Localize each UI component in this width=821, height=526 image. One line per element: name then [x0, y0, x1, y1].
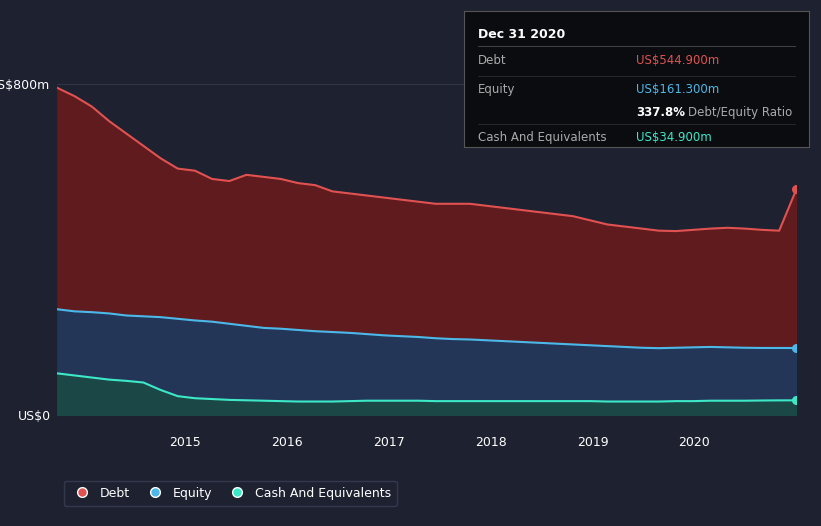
Text: 337.8%: 337.8% — [636, 106, 686, 119]
Text: Cash And Equivalents: Cash And Equivalents — [478, 131, 606, 144]
Text: Equity: Equity — [478, 83, 515, 96]
Point — [790, 344, 803, 352]
Text: Debt: Debt — [478, 54, 507, 67]
Text: US$161.300m: US$161.300m — [636, 83, 719, 96]
Text: Debt/Equity Ratio: Debt/Equity Ratio — [688, 106, 792, 119]
Text: US$34.900m: US$34.900m — [636, 131, 712, 144]
Text: US$544.900m: US$544.900m — [636, 54, 719, 67]
Point — [790, 185, 803, 194]
Text: Dec 31 2020: Dec 31 2020 — [478, 28, 565, 42]
Point — [790, 396, 803, 404]
Legend: Debt, Equity, Cash And Equivalents: Debt, Equity, Cash And Equivalents — [64, 481, 397, 506]
